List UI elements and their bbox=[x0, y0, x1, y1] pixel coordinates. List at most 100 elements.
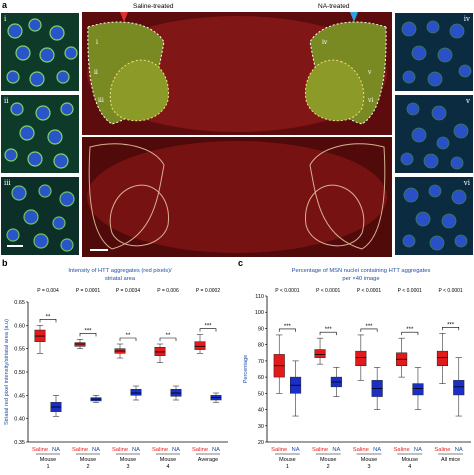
tile-label-iv: iv bbox=[463, 15, 470, 23]
y-tick-label: 110 bbox=[255, 294, 264, 300]
y-tick-label: 30 bbox=[258, 424, 264, 430]
group-label-number: 4 bbox=[408, 464, 411, 470]
region-label-iii: iii bbox=[98, 97, 104, 104]
group-label: Mouse bbox=[160, 457, 177, 463]
p-value-label: P < 0.0001 bbox=[438, 288, 462, 294]
y-tick-label: 0.35 bbox=[14, 440, 25, 446]
left-tile-1: i bbox=[0, 12, 80, 92]
significance-bracket bbox=[278, 328, 296, 332]
saline-box bbox=[74, 342, 86, 347]
category-label-na: NA bbox=[212, 447, 220, 453]
brain-section-bottom bbox=[82, 137, 392, 257]
significance-bracket bbox=[442, 327, 460, 331]
category-label-saline: Saline bbox=[192, 447, 208, 453]
tile-image bbox=[1, 95, 79, 173]
group-label-number: 1 bbox=[46, 464, 49, 470]
saline-box bbox=[154, 347, 166, 356]
category-label-saline: Saline bbox=[394, 447, 410, 453]
region-label-iv: iv bbox=[322, 39, 328, 46]
tile-image bbox=[395, 13, 473, 91]
group-label: All mice bbox=[441, 457, 460, 463]
group-label-number: 1 bbox=[286, 464, 289, 470]
p-value-label: P = 0.0002 bbox=[196, 288, 220, 294]
y-tick-label: 40 bbox=[258, 408, 264, 414]
left-tile-2: ii bbox=[0, 94, 80, 174]
group-label: Mouse bbox=[120, 457, 137, 463]
y-tick-label: 20 bbox=[258, 440, 264, 446]
category-label-na: NA bbox=[92, 447, 100, 453]
tile-image bbox=[395, 177, 473, 255]
right-tile-2: v bbox=[394, 94, 474, 174]
p-value-label: P = 0.004 bbox=[37, 288, 59, 294]
group-label: Mouse bbox=[40, 457, 57, 463]
y-tick-label: 0.65 bbox=[14, 300, 25, 306]
category-label-saline: Saline bbox=[72, 447, 88, 453]
right-tile-3: vi bbox=[394, 176, 474, 256]
category-label-na: NA bbox=[332, 447, 340, 453]
significance-bracket bbox=[319, 331, 337, 336]
significance-stars: *** bbox=[284, 324, 292, 330]
group-label: Mouse bbox=[320, 457, 337, 463]
significance-stars: *** bbox=[406, 327, 414, 333]
significance-bracket bbox=[199, 328, 217, 332]
panel-letter-c: c bbox=[238, 258, 244, 268]
p-value-label: P = 0.0001 bbox=[76, 288, 100, 294]
saline-box bbox=[194, 341, 206, 350]
category-label-na: NA bbox=[373, 447, 381, 453]
significance-stars: *** bbox=[84, 328, 92, 334]
y-tick-label: 60 bbox=[258, 375, 264, 381]
brain-section-bottom-image bbox=[82, 137, 392, 257]
y-tick-label: 0.50 bbox=[14, 370, 25, 376]
significance-bracket bbox=[360, 328, 378, 332]
na-box bbox=[453, 380, 465, 396]
significance-stars: ** bbox=[46, 314, 51, 320]
category-label-na: NA bbox=[52, 447, 60, 453]
significance-stars: ** bbox=[126, 333, 131, 339]
tile-image bbox=[1, 13, 79, 91]
y-tick-label: 0.60 bbox=[14, 323, 25, 329]
region-label-i: i bbox=[96, 39, 98, 46]
tile-image bbox=[1, 177, 79, 255]
group-label-number: 2 bbox=[327, 464, 330, 470]
y-tick-label: 70 bbox=[258, 359, 264, 365]
tile-label-vi: vi bbox=[463, 179, 470, 187]
category-label-saline: Saline bbox=[434, 447, 450, 453]
group-label: Mouse bbox=[279, 457, 296, 463]
saline-arrow-icon bbox=[120, 12, 128, 22]
tile-label-v: v bbox=[466, 97, 470, 105]
significance-stars: *** bbox=[325, 327, 333, 333]
chart-b-title-line2: striatal area bbox=[105, 276, 136, 282]
group-label-number: 2 bbox=[86, 464, 89, 470]
category-label-saline: Saline bbox=[152, 447, 168, 453]
tile-label-i: i bbox=[4, 15, 7, 23]
p-value-label: P < 0.0001 bbox=[275, 288, 299, 294]
chart-c-title-line1: Percentage of MSN nuclei containing HTT … bbox=[292, 268, 431, 274]
saline-treated-label: Saline-treated bbox=[133, 3, 174, 10]
category-label-na: NA bbox=[292, 447, 300, 453]
significance-stars: *** bbox=[447, 322, 455, 328]
significance-stars: *** bbox=[365, 324, 373, 330]
na-box bbox=[130, 389, 142, 396]
na-box bbox=[412, 383, 424, 396]
group-label-number: 3 bbox=[126, 464, 129, 470]
y-tick-label: 0.55 bbox=[14, 347, 25, 353]
na-treated-label: NA-treated bbox=[318, 3, 350, 10]
significance-bracket bbox=[401, 331, 419, 336]
y-tick-label: 0.45 bbox=[14, 393, 25, 399]
group-label: Mouse bbox=[402, 457, 419, 463]
y-tick-label: 0.40 bbox=[14, 417, 25, 423]
region-label-v: v bbox=[367, 69, 372, 76]
category-label-saline: Saline bbox=[112, 447, 128, 453]
category-label-saline: Saline bbox=[32, 447, 48, 453]
significance-stars: ** bbox=[166, 333, 171, 339]
chart-c: Percentage of MSN nuclei containing HTT … bbox=[243, 268, 471, 470]
chart-b: Intensity of HTT aggregates (red pixels)… bbox=[4, 268, 228, 470]
category-label-saline: Saline bbox=[353, 447, 369, 453]
saline-box bbox=[436, 350, 448, 367]
significance-bracket bbox=[159, 337, 177, 341]
group-label-number: 3 bbox=[367, 464, 370, 470]
scale-bar bbox=[90, 249, 108, 251]
group-label: Average bbox=[198, 457, 218, 463]
category-label-na: NA bbox=[172, 447, 180, 453]
left-tile-3: iii bbox=[0, 176, 80, 256]
